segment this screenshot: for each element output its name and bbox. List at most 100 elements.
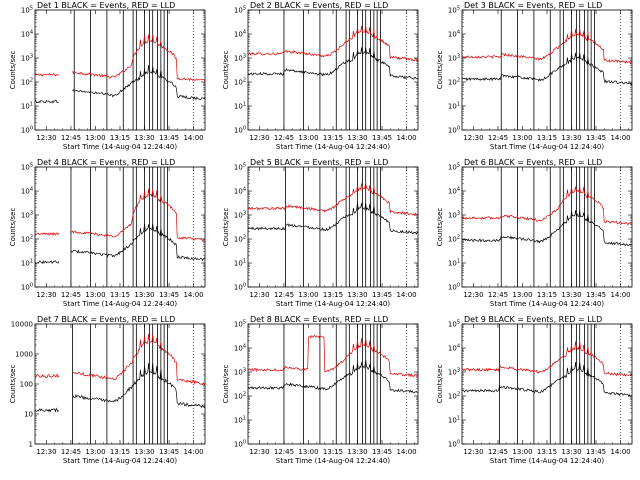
x-tick-label: 12:45 (274, 291, 294, 299)
x-tick-label: 12:30 (36, 448, 56, 456)
y-tick-label: 100 (20, 381, 33, 389)
x-tick-label: 12:30 (463, 134, 483, 142)
plot-frame (247, 9, 419, 131)
x-tick-label: 12:45 (488, 134, 508, 142)
panel-title: Det 2 BLACK = Events, RED = LLD (250, 1, 388, 10)
x-tick-label: 12:45 (274, 448, 294, 456)
events-series-line (461, 362, 633, 397)
plot-frame (461, 9, 633, 131)
panel-title: Det 8 BLACK = Events, RED = LLD (250, 315, 388, 324)
y-tick-label: 105 (21, 6, 33, 15)
y-tick-label: 10 (24, 411, 33, 419)
y-tick-label: 102 (448, 392, 460, 401)
y-tick-label: 103 (234, 54, 246, 63)
x-tick-label: 12:45 (61, 291, 81, 299)
x-tick-label: 13:45 (586, 291, 606, 299)
events-series-line (461, 52, 633, 86)
y-axis-label: Counts/sec (436, 51, 444, 90)
x-tick-label: 13:15 (537, 134, 557, 142)
y-tick-label: 105 (234, 163, 246, 172)
x-tick-label: 13:15 (537, 291, 557, 299)
panel-title: Det 5 BLACK = Events, RED = LLD (250, 158, 388, 167)
y-tick-label: 103 (448, 368, 460, 377)
x-tick-label: 14:00 (610, 291, 630, 299)
y-tick-label: 100 (448, 126, 460, 135)
y-tick-label: 103 (21, 211, 33, 220)
x-tick-label: 13:00 (512, 134, 532, 142)
x-tick-label: 13:30 (561, 291, 581, 299)
events-series-line (34, 65, 206, 104)
y-tick-label: 102 (234, 78, 246, 87)
x-tick-label: 14:00 (396, 448, 416, 456)
y-tick-label: 105 (448, 6, 460, 15)
x-tick-label: 13:45 (586, 448, 606, 456)
y-tick-label: 104 (448, 30, 460, 39)
x-tick-label: 13:30 (561, 448, 581, 456)
y-tick-label: 103 (234, 211, 246, 220)
x-axis-label: Start Time (14-Aug-04 12:24:40) (63, 300, 177, 308)
x-tick-label: 12:30 (249, 448, 269, 456)
x-tick-label: 13:00 (512, 448, 532, 456)
x-tick-label: 14:00 (183, 134, 203, 142)
x-axis-label: Start Time (14-Aug-04 12:24:40) (490, 143, 604, 151)
y-tick-label: 101 (448, 259, 460, 268)
y-tick-label: 104 (448, 344, 460, 353)
y-tick-label: 104 (234, 187, 246, 196)
detector-panel: Det 4 BLACK = Events, RED = LLD 100 101 102… (9, 158, 206, 308)
lld-series-line (461, 341, 633, 377)
y-tick-label: 102 (234, 392, 246, 401)
x-tick-label: 13:00 (85, 134, 105, 142)
x-tick-label: 12:45 (61, 134, 81, 142)
x-tick-label: 13:00 (298, 291, 318, 299)
events-series-line (247, 202, 419, 235)
y-tick-label: 101 (21, 102, 33, 111)
x-tick-label: 12:30 (36, 291, 56, 299)
x-tick-label: 13:45 (372, 448, 392, 456)
detector-panel: Det 2 BLACK = Events, RED = LLD 100 101 102… (222, 1, 419, 151)
lld-series-line (461, 28, 633, 65)
x-tick-label: 13:45 (586, 134, 606, 142)
y-tick-label: 105 (448, 163, 460, 172)
y-tick-label: 101 (234, 259, 246, 268)
x-tick-label: 12:45 (274, 134, 294, 142)
y-axis-label: Counts/sec (9, 51, 17, 90)
x-tick-label: 13:15 (537, 448, 557, 456)
y-axis-label: Counts/sec (222, 365, 230, 404)
y-axis-label: Counts/sec (222, 51, 230, 90)
y-tick-label: 103 (448, 54, 460, 63)
x-tick-label: 13:15 (323, 134, 343, 142)
x-tick-label: 14:00 (610, 448, 630, 456)
y-tick-label: 105 (448, 320, 460, 329)
plot-frame (461, 323, 633, 445)
x-axis-label: Start Time (14-Aug-04 12:24:40) (276, 143, 390, 151)
x-axis-label: Start Time (14-Aug-04 12:24:40) (490, 457, 604, 465)
y-tick-label: 102 (448, 78, 460, 87)
y-tick-label: 103 (21, 54, 33, 63)
y-tick-label: 1000 (15, 351, 33, 359)
x-tick-label: 13:30 (347, 448, 367, 456)
x-tick-label: 12:30 (249, 291, 269, 299)
y-tick-label: 105 (234, 6, 246, 15)
y-tick-label: 1 (29, 441, 33, 449)
x-tick-label: 12:30 (463, 291, 483, 299)
x-tick-label: 12:45 (488, 291, 508, 299)
lld-series-line (34, 34, 206, 83)
lld-series-line (34, 334, 206, 386)
lld-series-line (247, 25, 419, 62)
x-tick-label: 13:30 (134, 291, 154, 299)
y-tick-label: 105 (234, 320, 246, 329)
y-tick-label: 100 (234, 126, 246, 135)
events-series-line (34, 223, 206, 264)
panel-title: Det 3 BLACK = Events, RED = LLD (464, 1, 602, 10)
detector-panel: Det 1 BLACK = Events, RED = LLD 100 101 102… (9, 1, 206, 151)
y-tick-label: 100 (21, 283, 33, 292)
y-tick-label: 100 (234, 283, 246, 292)
y-tick-label: 100 (21, 126, 33, 135)
y-tick-label: 101 (448, 102, 460, 111)
x-tick-label: 13:30 (347, 134, 367, 142)
x-tick-label: 13:30 (347, 291, 367, 299)
y-tick-label: 100 (234, 440, 246, 449)
plot-frame (247, 166, 419, 288)
y-axis-label: Counts/sec (9, 208, 17, 247)
